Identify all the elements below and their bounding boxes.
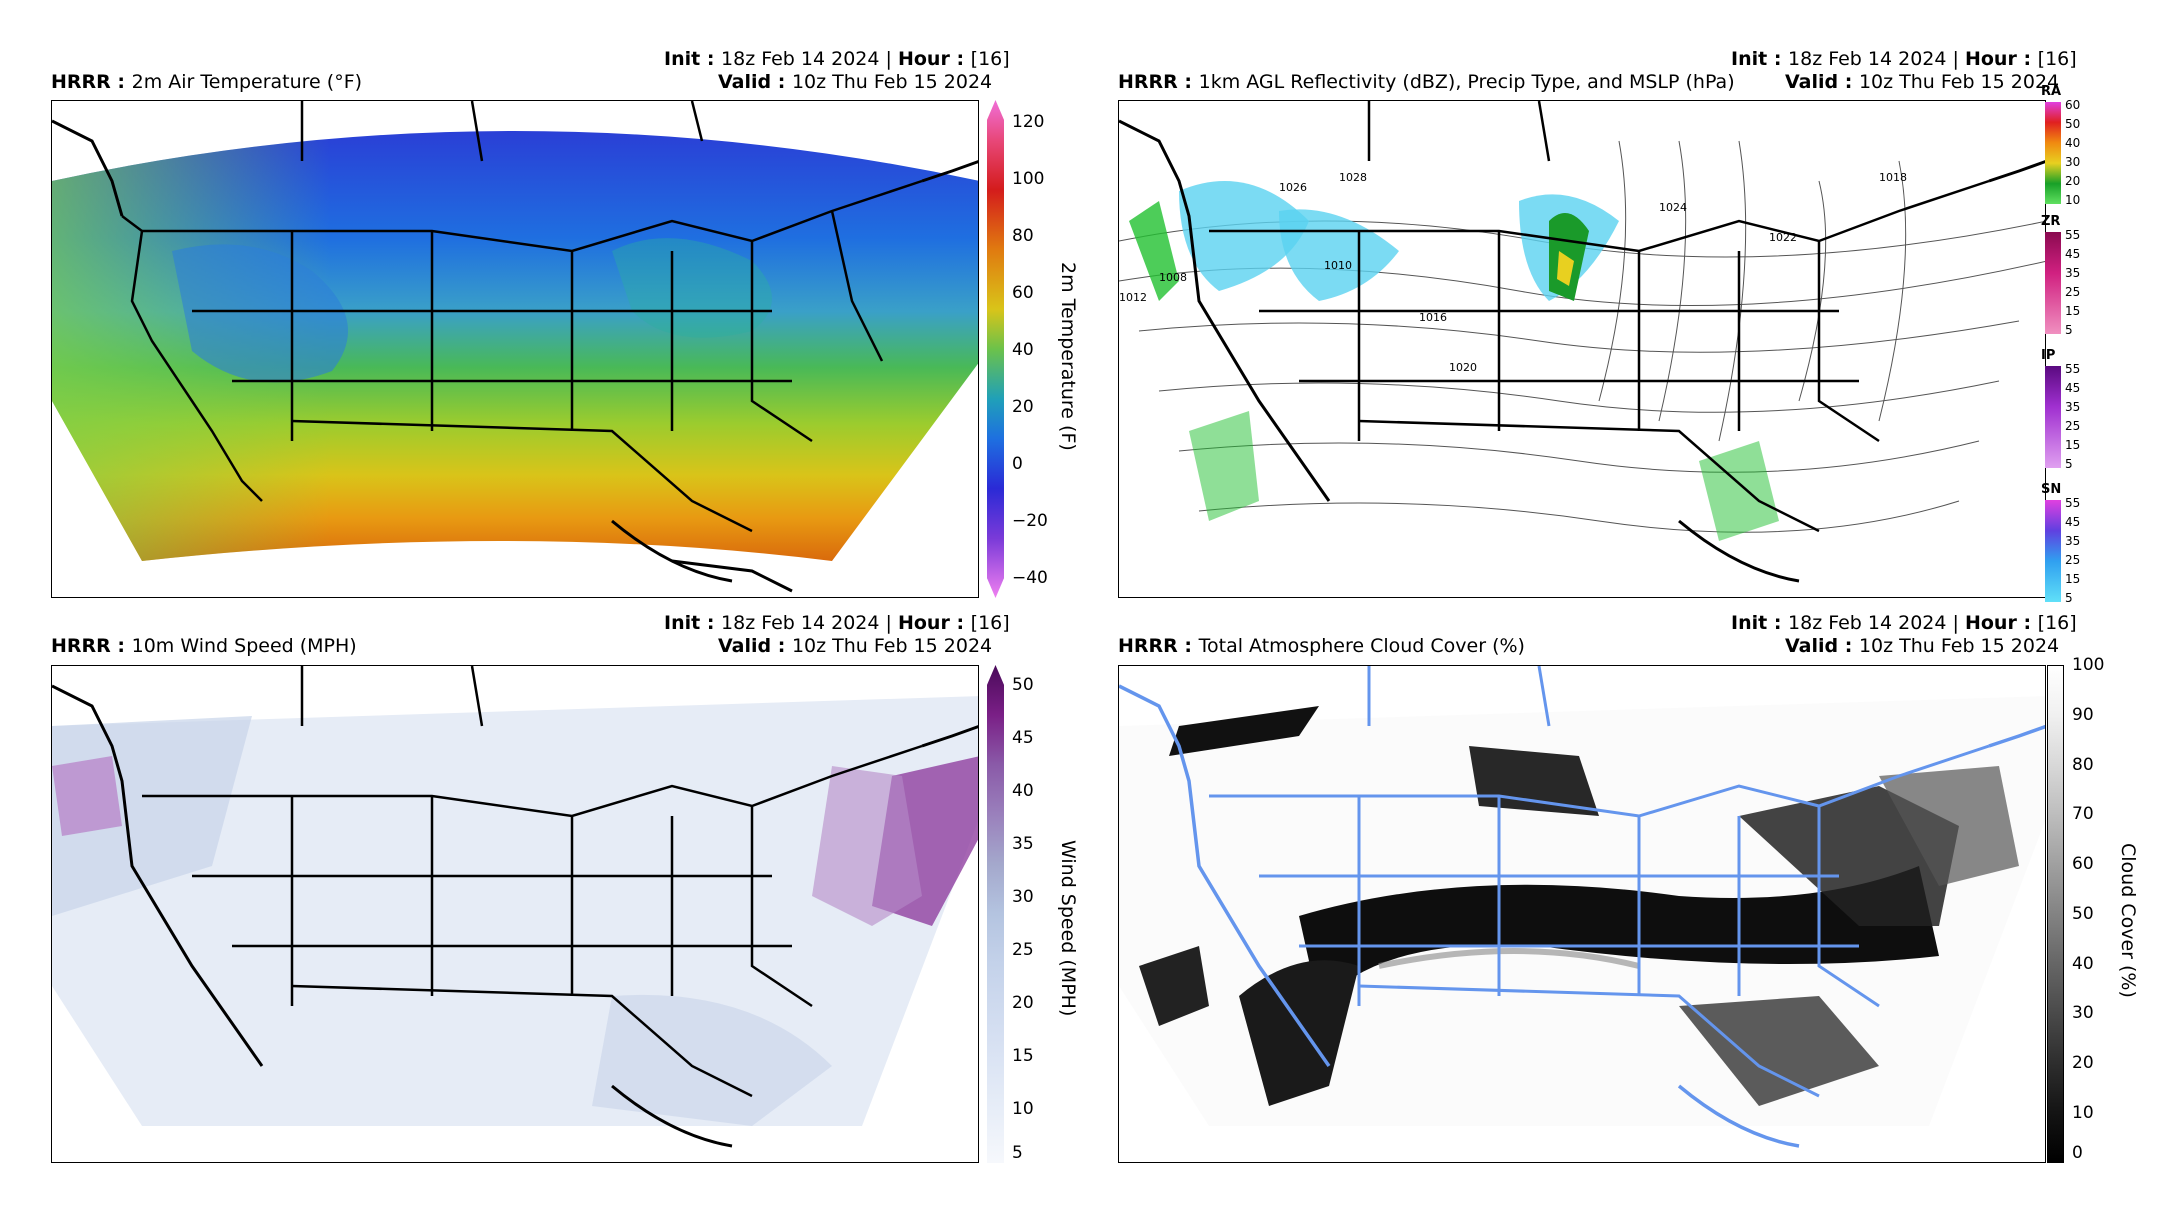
tick: 55 [2065,496,2081,510]
tick: 35 [1012,834,1034,854]
isobar-label: 1016 [1419,311,1447,324]
colorbar-label: 2m Temperature (F) [1057,262,1079,451]
coastline [1119,684,2045,1148]
isobar-label: 1008 [1159,271,1187,284]
tick: 5 [2065,457,2073,471]
state-borders [1209,101,1990,533]
tick: 60 [2065,98,2081,112]
valid-line: Valid : 10z Thu Feb 15 2024 [718,71,993,93]
colorbar-label: Wind Speed (MPH) [1057,840,1079,1017]
tick: 5 [2065,323,2073,337]
tick: 45 [2065,247,2081,261]
tick: 55 [2065,362,2081,376]
tick: 45 [1012,728,1034,748]
state-borders [1209,666,1990,1098]
tick: 25 [2065,285,2081,299]
tick: −40 [1012,568,1048,588]
tick: 20 [1012,397,1034,417]
isobar-label: 1022 [1769,231,1797,244]
isobar-label: 1012 [1119,291,1147,304]
ptype-tag: ZR [2041,214,2061,229]
tick: 60 [2072,854,2094,874]
isobar-label: 1026 [1279,181,1307,194]
tick: 15 [1012,1046,1034,1066]
state-borders [121,101,923,533]
tick: 20 [1012,993,1034,1013]
ptype-tag: RA [2041,84,2062,99]
tick: 70 [2072,804,2094,824]
tick: 100 [2072,655,2105,675]
tick: 50 [2065,117,2081,131]
valid-line: Valid : 10z Thu Feb 15 2024 [1785,71,2060,93]
tick: 60 [1012,283,1034,303]
valid-line: Valid : 10z Thu Feb 15 2024 [718,635,993,657]
tick: −20 [1012,511,1048,531]
panel-title: HRRR : 1km AGL Reflectivity (dBZ), Preci… [1118,71,1735,93]
cloud-colorbar [2047,665,2064,1163]
tick: 30 [2065,155,2081,169]
tick: 120 [1012,112,1045,132]
tick: 80 [2072,755,2094,775]
isobar-label-group: 1008 1010 1012 1016 1020 1022 1024 1018 … [1119,171,1907,374]
tick: 40 [2065,136,2081,150]
tick: 55 [2065,228,2081,242]
coastline [52,684,978,1148]
tick: 20 [2065,174,2081,188]
panel-title: HRRR : 2m Air Temperature (°F) [51,71,363,93]
tick: 35 [2065,400,2081,414]
tick: 10 [1012,1099,1034,1119]
tick: 45 [2065,515,2081,529]
ptype-tag: IP [2041,348,2056,363]
wind-map[interactable] [51,665,979,1163]
init-line: Init : 18z Feb 14 2024 | Hour : [16] [664,612,1010,634]
isobar-label: 1020 [1449,361,1477,374]
tick: 45 [2065,381,2081,395]
temperature-map[interactable] [51,100,979,598]
tick: 0 [2072,1143,2083,1163]
isobar-label: 1018 [1879,171,1907,184]
colorbar-label: Cloud Cover (%) [2117,843,2139,998]
tick: 35 [2065,534,2081,548]
panel-title: HRRR : Total Atmosphere Cloud Cover (%) [1118,635,1525,657]
tick: 50 [2072,904,2094,924]
tick: 15 [2065,304,2081,318]
tick: 40 [1012,340,1034,360]
tick: 15 [2065,438,2081,452]
valid-line: Valid : 10z Thu Feb 15 2024 [1785,635,2060,657]
panel-title: HRRR : 10m Wind Speed (MPH) [51,635,357,657]
init-line: Init : 18z Feb 14 2024 | Hour : [16] [664,48,1010,70]
tick: 5 [2065,591,2073,605]
cloud-map[interactable] [1118,665,2046,1163]
tick: 0 [1012,454,1023,474]
isobar-label: 1028 [1339,171,1367,184]
isobar-label: 1010 [1324,259,1352,272]
tick: 10 [2065,193,2081,207]
tick: 25 [2065,553,2081,567]
tick: 30 [2072,1003,2094,1023]
tick: 35 [2065,266,2081,280]
tick: 80 [1012,226,1034,246]
tick: 90 [2072,705,2094,725]
tick: 30 [1012,887,1034,907]
tick: 40 [2072,954,2094,974]
temperature-colorbar [987,100,1004,598]
tick: 100 [1012,169,1045,189]
tick: 10 [2072,1103,2094,1123]
tick: 40 [1012,781,1034,801]
coastline [52,119,978,593]
isobar-label: 1024 [1659,201,1687,214]
tick: 50 [1012,675,1034,695]
ptype-tag: SN [2041,482,2062,497]
tick: 25 [2065,419,2081,433]
tick: 25 [1012,940,1034,960]
tick: 20 [2072,1053,2094,1073]
init-line: Init : 18z Feb 14 2024 | Hour : [16] [1731,48,2077,70]
init-line: Init : 18z Feb 14 2024 | Hour : [16] [1731,612,2077,634]
tick: 5 [1012,1143,1023,1163]
state-borders [142,666,923,1098]
reflectivity-map[interactable]: 1008 1010 1012 1016 1020 1022 1024 1018 … [1118,100,2046,598]
wind-colorbar [987,665,1004,1163]
tick: 15 [2065,572,2081,586]
coastline [1119,119,2045,583]
